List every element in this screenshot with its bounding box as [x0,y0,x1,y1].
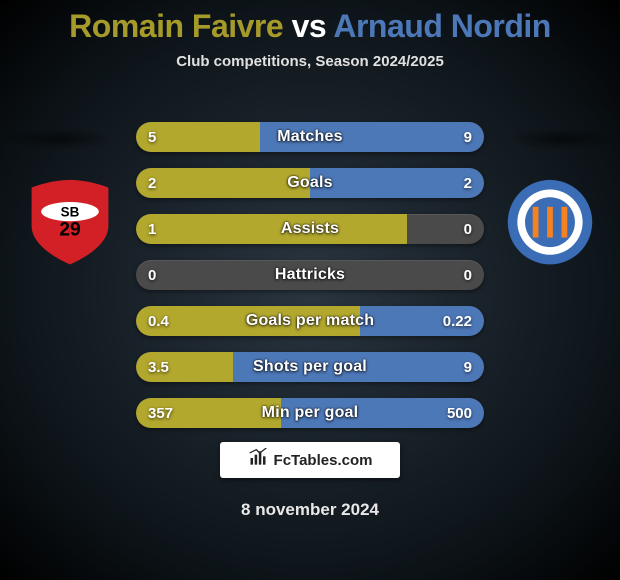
brand-text: FcTables.com [274,452,373,469]
brand-badge: FcTables.com [220,442,400,478]
date-text: 8 november 2024 [0,500,620,520]
stat-label: Hattricks [136,260,484,290]
team2-crest [502,178,598,266]
stat-label: Assists [136,214,484,244]
stat-row: 00Hattricks [136,260,484,290]
subtitle: Club competitions, Season 2024/2025 [0,53,620,70]
stat-row: 3.59Shots per goal [136,352,484,382]
crest-shadow-right [506,128,616,150]
stat-row: 10Assists [136,214,484,244]
stat-row: 22Goals [136,168,484,198]
crest-shadow-left [4,128,114,150]
stat-label: Shots per goal [136,352,484,382]
player1-name: Romain Faivre [69,8,283,44]
team1-crest: 29 SB [22,178,118,266]
stat-row: 357500Min per goal [136,398,484,428]
stat-row: 0.40.22Goals per match [136,306,484,336]
stat-row: 59Matches [136,122,484,152]
stat-label: Min per goal [136,398,484,428]
stat-label: Matches [136,122,484,152]
player2-name: Arnaud Nordin [333,8,550,44]
svg-text:29: 29 [59,220,80,241]
stat-label: Goals per match [136,306,484,336]
vs-text: vs [292,8,327,44]
chart-icon [248,448,268,473]
stats-bars: 59Matches 22Goals 10Assists 00Hattricks 0.40… [136,122,484,444]
page-title: Romain Faivre vs Arnaud Nordin [0,0,620,45]
stat-label: Goals [136,168,484,198]
svg-text:SB: SB [61,204,80,219]
